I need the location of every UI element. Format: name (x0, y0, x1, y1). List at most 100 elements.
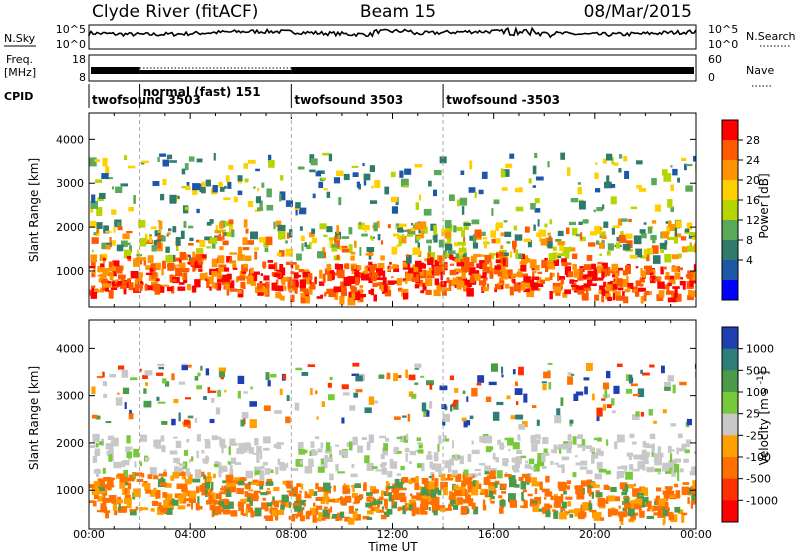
echo-cell (512, 369, 516, 375)
echo-cell (268, 264, 275, 270)
echo-cell (657, 281, 665, 289)
echo-cell (541, 488, 550, 493)
echo-cell (471, 219, 480, 225)
echo-cell (323, 489, 329, 498)
echo-cell (223, 509, 231, 515)
echo-cell (185, 364, 192, 368)
echo-cell (362, 293, 366, 298)
echo-cell (145, 265, 152, 270)
echo-cell (364, 230, 367, 233)
echo-cell (215, 283, 218, 290)
echo-cell (491, 208, 494, 216)
echo-cell (411, 223, 414, 226)
echo-cell (661, 466, 670, 472)
echo-cell (229, 438, 236, 446)
echo-cell (196, 239, 200, 243)
echo-cell (314, 436, 320, 440)
echo-cell (342, 497, 348, 500)
echo-cell (280, 501, 286, 507)
echo-cell (160, 285, 165, 293)
echo-cell (109, 267, 116, 272)
echo-cell (652, 255, 661, 264)
echo-cell (120, 183, 128, 187)
echo-cell (258, 237, 267, 243)
echo-cell (468, 187, 476, 193)
echo-cell (156, 372, 164, 376)
echo-cell (400, 235, 407, 244)
echo-cell (619, 278, 628, 288)
echo-cell (643, 222, 647, 225)
echo-cell (376, 220, 380, 228)
echo-cell (143, 257, 146, 266)
echo-cell (610, 509, 619, 516)
echo-cell (279, 191, 286, 201)
echo-cell (344, 263, 350, 270)
echo-cell (635, 266, 639, 269)
echo-cell (615, 273, 619, 282)
echo-cell (396, 473, 402, 476)
echo-cell (523, 238, 531, 242)
echo-cell (393, 449, 398, 453)
echo-cell (276, 509, 285, 515)
echo-cell (515, 253, 523, 259)
colorbar-swatch (722, 240, 738, 261)
echo-cell (388, 495, 393, 502)
echo-cell (484, 435, 492, 444)
freq-marks (91, 67, 694, 74)
echo-cell (341, 417, 345, 424)
echo-cell (465, 494, 471, 500)
echo-cell (145, 457, 150, 461)
echo-cell (102, 371, 105, 378)
echo-cell (607, 267, 610, 277)
echo-cell (431, 463, 438, 470)
echo-cell (288, 490, 295, 497)
echo-cell (632, 414, 640, 420)
echo-cell (361, 233, 368, 237)
echo-cell (449, 269, 456, 276)
echo-cell (663, 516, 666, 524)
freq-band-1 (91, 67, 140, 74)
echo-cell (208, 494, 213, 502)
echo-cell (132, 472, 136, 480)
echo-cell (366, 441, 371, 447)
echo-cell (366, 517, 373, 520)
echo-cell (183, 272, 188, 279)
echo-cell (414, 507, 420, 515)
echo-cell (538, 287, 541, 292)
echo-cell (482, 504, 487, 511)
echo-cell (162, 159, 169, 167)
echo-cell (315, 171, 321, 177)
echo-cell (643, 452, 650, 458)
echo-cell (350, 255, 355, 261)
echo-cell (111, 271, 117, 277)
echo-cell (525, 460, 528, 464)
echo-cell (630, 513, 633, 521)
echo-cell (632, 468, 640, 472)
echo-cell (417, 442, 423, 445)
echo-cell (482, 237, 488, 240)
echo-cell (169, 194, 177, 204)
echo-cell (226, 232, 234, 237)
echo-cell (185, 467, 190, 477)
echo-cell (640, 233, 647, 239)
echo-cell (196, 486, 200, 494)
echo-cell (496, 251, 499, 255)
echo-cell (301, 243, 304, 252)
echo-cell (328, 508, 333, 513)
echo-cell (594, 294, 600, 301)
echo-cell (651, 245, 659, 254)
echo-cell (115, 397, 123, 406)
echo-cell (575, 485, 584, 490)
echo-cell (120, 277, 124, 281)
echo-cell (624, 504, 632, 510)
echo-cell (405, 254, 409, 257)
echo-cell (633, 289, 637, 293)
echo-cell (315, 482, 319, 490)
echo-cell (584, 264, 588, 269)
echo-cell (369, 270, 373, 278)
echo-cell (645, 290, 650, 296)
echo-cell (364, 407, 372, 414)
echo-cell (374, 507, 380, 512)
echo-cell (126, 451, 132, 458)
echo-cell (229, 223, 233, 233)
